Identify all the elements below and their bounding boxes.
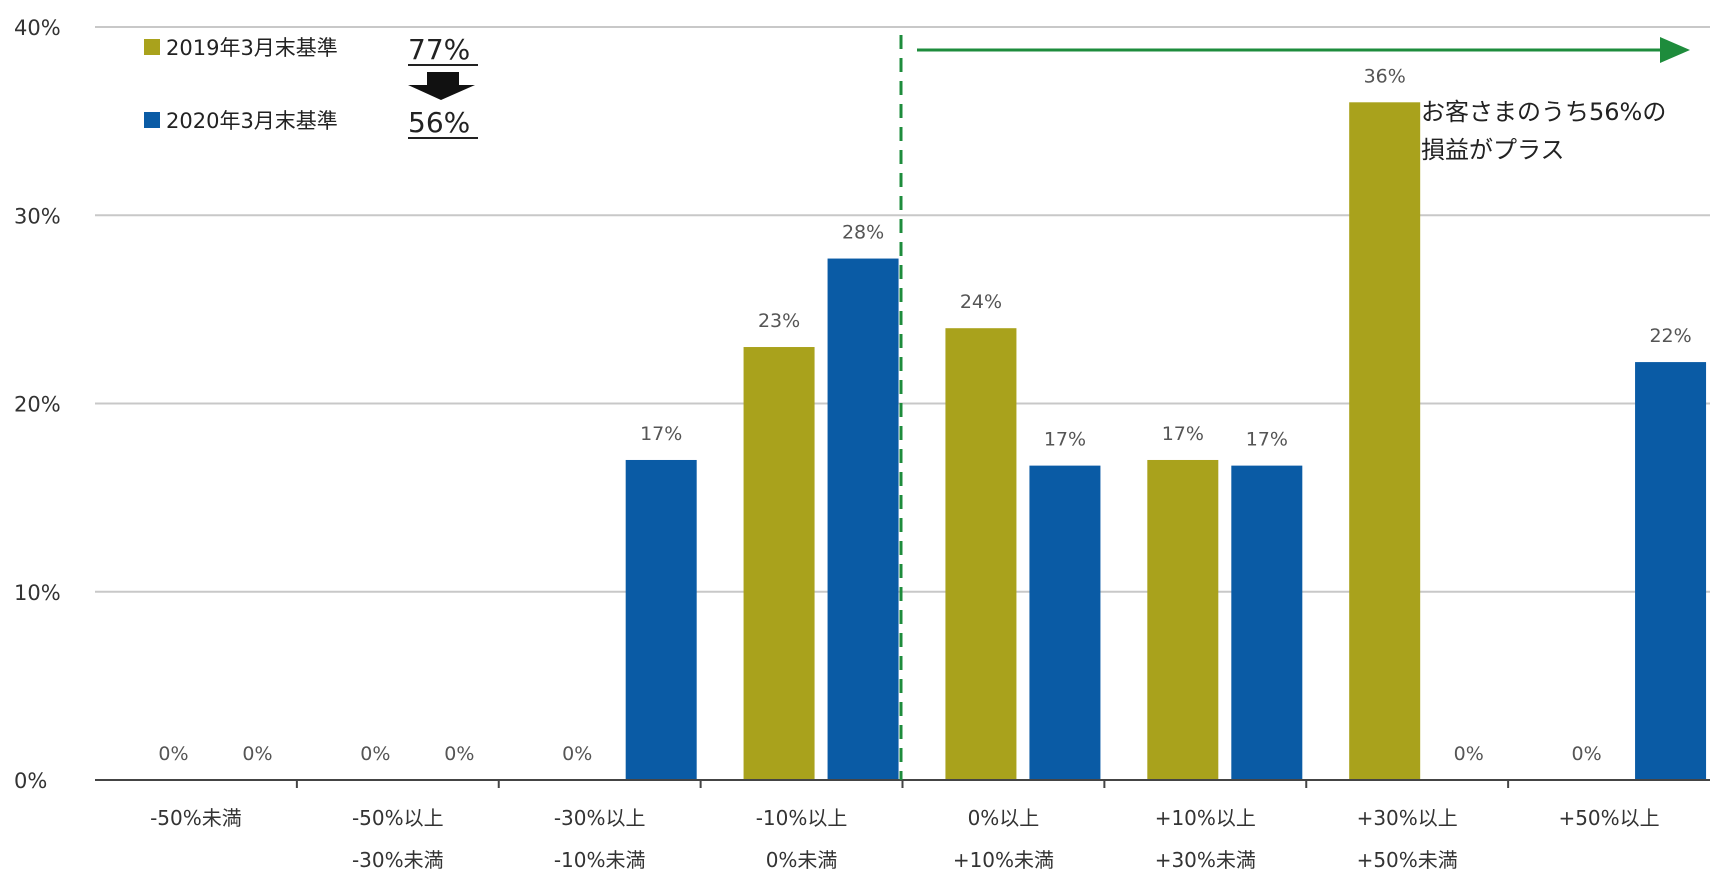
down-arrow-icon [408, 85, 475, 100]
x-axis: -50%未満 -50%以上 -30%未満 -30%以上 -10%未満 -10%以上 0%未満… [95, 779, 1710, 872]
legend-percentage: 77% [408, 33, 470, 66]
x-tick-label: -30%未満 [352, 848, 444, 872]
x-tick-label: -50%以上 [352, 806, 444, 830]
y-tick-label: 0% [14, 769, 47, 793]
x-tick-label: +30%未満 [1155, 848, 1256, 872]
threshold-group [899, 35, 1690, 780]
data-label: 0% [242, 743, 272, 765]
bar [1029, 465, 1101, 780]
bars [625, 102, 1707, 781]
x-tick-label: +50%以上 [1558, 806, 1659, 830]
legend-swatch [144, 112, 160, 128]
data-label: 0% [1454, 743, 1484, 765]
data-label: 28% [842, 222, 884, 244]
y-tick-label: 40% [14, 16, 61, 40]
data-label: 0% [444, 743, 474, 765]
data-label: 0% [1571, 743, 1601, 765]
data-label: 23% [758, 310, 800, 332]
data-label: 17% [1246, 429, 1288, 451]
bar [1147, 459, 1219, 780]
data-label: 17% [640, 423, 682, 445]
x-tick-label: -10%未満 [554, 848, 646, 872]
x-tick-label: +10%未満 [953, 848, 1054, 872]
legend-label: 2019年3月末基準 [166, 36, 338, 60]
data-labels: 0% 0% 0% 23% 24% 17% 36% 0% 0% 0% 17% 28% 17% 17% 0% 22… [158, 65, 1691, 765]
legend-swatch [144, 39, 160, 55]
data-label: 22% [1649, 325, 1691, 347]
bar [827, 258, 899, 780]
down-arrow-icon-stem [427, 72, 459, 85]
legend: 2019年3月末基準 77% 2020年3月末基準 56% [144, 33, 478, 139]
x-tick-label: 0%未満 [766, 848, 838, 872]
bar [625, 459, 697, 780]
data-label: 0% [158, 743, 188, 765]
legend-percentage: 56% [408, 106, 470, 139]
x-tick-label: -50%未満 [150, 806, 242, 830]
y-tick-label: 30% [14, 204, 61, 228]
data-label: 0% [360, 743, 390, 765]
bar [1635, 362, 1707, 780]
y-axis-ticks: 0% 10% 20% 30% 40% [14, 16, 61, 793]
bar [945, 328, 1017, 780]
data-label: 0% [562, 743, 592, 765]
x-tick-label: +50%未満 [1357, 848, 1458, 872]
annotation-line-1: お客さまのうち56%の [1421, 98, 1666, 126]
legend-label: 2020年3月末基準 [166, 109, 338, 133]
data-label: 17% [1162, 423, 1204, 445]
right-arrow-icon [1660, 37, 1690, 63]
data-label: 17% [1044, 429, 1086, 451]
x-tick-label: -10%以上 [756, 806, 848, 830]
bar [1349, 102, 1421, 781]
annotation-line-2: 損益がプラス [1421, 136, 1565, 164]
x-tick-label: +30%以上 [1357, 806, 1458, 830]
x-tick-label: -30%以上 [554, 806, 646, 830]
y-tick-label: 10% [14, 581, 61, 605]
x-tick-label: +10%以上 [1155, 806, 1256, 830]
bar [743, 347, 815, 780]
x-tick-label: 0%以上 [968, 806, 1040, 830]
y-tick-label: 20% [14, 393, 61, 417]
bar [1231, 465, 1303, 780]
data-label: 24% [960, 291, 1002, 313]
data-label: 36% [1364, 65, 1406, 87]
